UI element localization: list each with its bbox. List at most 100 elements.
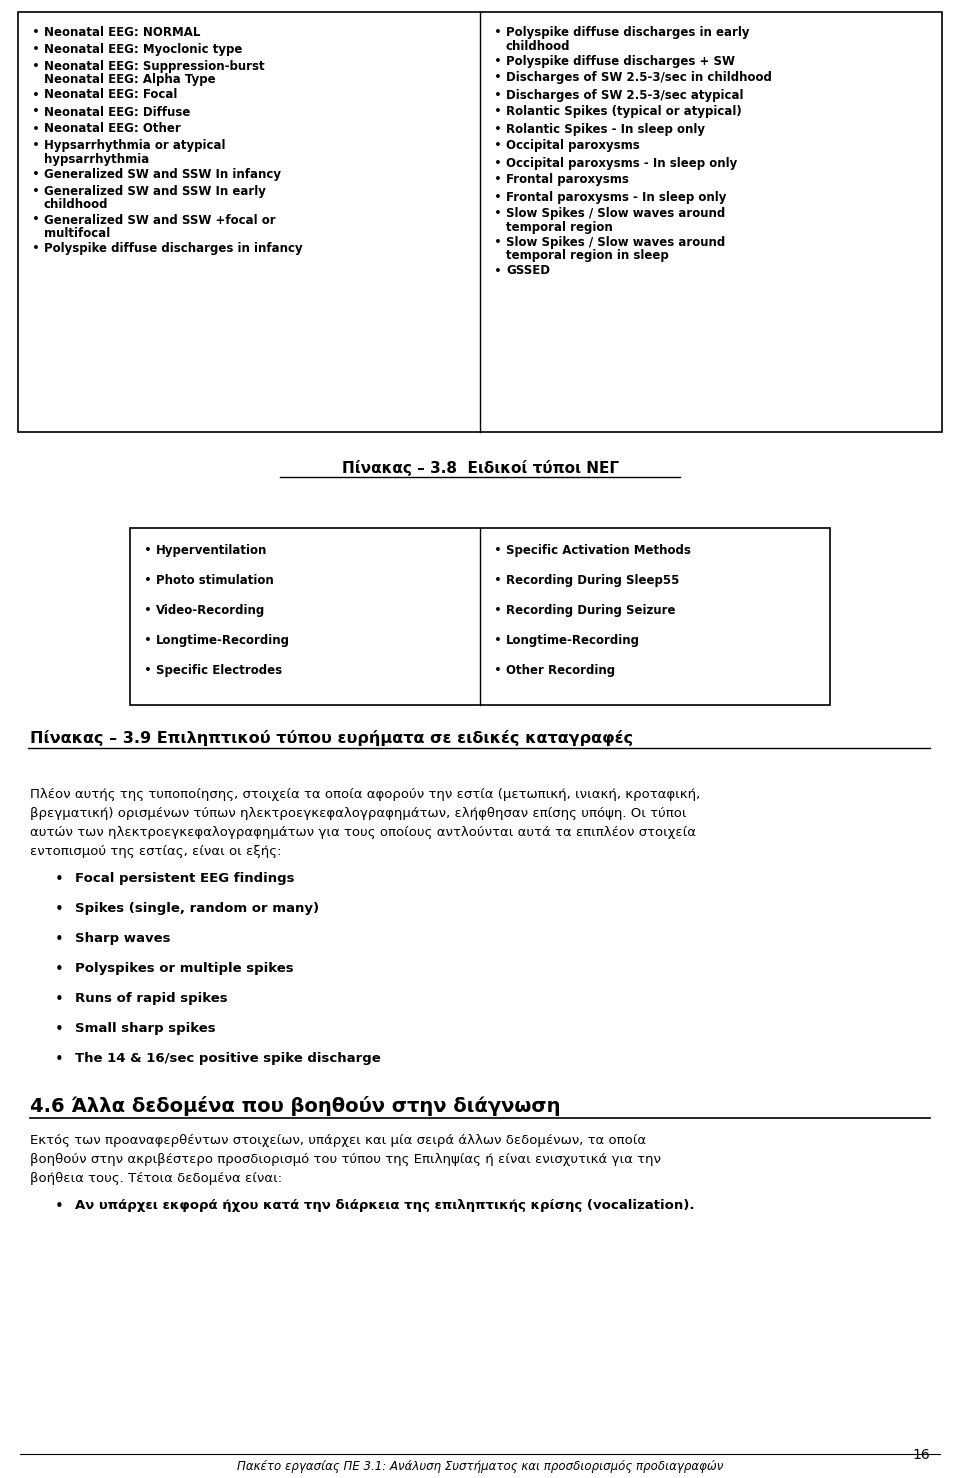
Text: Longtime-Recording: Longtime-Recording: [506, 634, 640, 647]
Text: Small sharp spikes: Small sharp spikes: [75, 1021, 216, 1035]
Text: Πλέον αυτής της τυποποίησης, στοιχεία τα οποία αφορούν την εστία (μετωπική, ινια: Πλέον αυτής της τυποποίησης, στοιχεία τα…: [30, 788, 700, 801]
Text: •: •: [144, 573, 152, 587]
Text: Rolantic Spikes (typical or atypical): Rolantic Spikes (typical or atypical): [506, 105, 742, 118]
Text: Focal persistent EEG findings: Focal persistent EEG findings: [75, 872, 295, 885]
Text: •: •: [494, 157, 502, 170]
Text: •: •: [494, 265, 502, 278]
Text: childhood: childhood: [44, 198, 108, 211]
Text: Hyperventilation: Hyperventilation: [156, 544, 268, 557]
Text: •: •: [494, 544, 502, 557]
Text: Specific Activation Methods: Specific Activation Methods: [506, 544, 691, 557]
Text: Longtime-Recording: Longtime-Recording: [156, 634, 290, 647]
Text: •: •: [494, 105, 502, 118]
Text: εντοπισμού της εστίας, είναι οι εξής:: εντοπισμού της εστίας, είναι οι εξής:: [30, 845, 281, 859]
Bar: [130, 528, 830, 705]
Text: Πίνακας – 3.9 Επιληπτικού τύπου ευρήματα σε ειδικές καταγραφές: Πίνακας – 3.9 Επιληπτικού τύπου ευρήματα…: [30, 730, 634, 746]
Text: •: •: [494, 139, 502, 152]
Text: •: •: [32, 185, 40, 198]
Text: •: •: [494, 173, 502, 186]
Text: GSSED: GSSED: [506, 265, 550, 278]
Text: •: •: [55, 872, 63, 887]
Text: Sharp waves: Sharp waves: [75, 933, 171, 944]
Text: Spikes (single, random or many): Spikes (single, random or many): [75, 902, 319, 915]
Text: •: •: [32, 123, 40, 136]
Text: Discharges of SW 2.5-3/sec atypical: Discharges of SW 2.5-3/sec atypical: [506, 89, 743, 102]
Text: •: •: [144, 664, 152, 677]
Text: Occipital paroxysms: Occipital paroxysms: [506, 139, 639, 152]
Text: Recording During Sleep55: Recording During Sleep55: [506, 573, 680, 587]
Text: temporal region in sleep: temporal region in sleep: [506, 250, 669, 263]
Text: •: •: [32, 139, 40, 152]
Text: •: •: [494, 573, 502, 587]
Text: Photo stimulation: Photo stimulation: [156, 573, 274, 587]
Text: Neonatal EEG: Other: Neonatal EEG: Other: [44, 123, 180, 136]
Text: Generalized SW and SSW +focal or: Generalized SW and SSW +focal or: [44, 213, 276, 226]
Text: Recording During Seizure: Recording During Seizure: [506, 605, 676, 616]
Text: •: •: [55, 902, 63, 916]
Text: •: •: [494, 27, 502, 38]
Text: Specific Electrodes: Specific Electrodes: [156, 664, 282, 677]
Text: βοήθεια τους. Τέτοια δεδομένα είναι:: βοήθεια τους. Τέτοια δεδομένα είναι:: [30, 1172, 282, 1185]
Text: •: •: [494, 55, 502, 68]
Text: Neonatal EEG: Alpha Type: Neonatal EEG: Alpha Type: [44, 74, 216, 87]
Text: •: •: [494, 123, 502, 136]
Text: Frontal paroxysms - In sleep only: Frontal paroxysms - In sleep only: [506, 191, 727, 204]
Text: •: •: [55, 992, 63, 1007]
Text: Runs of rapid spikes: Runs of rapid spikes: [75, 992, 228, 1005]
Text: αυτών των ηλεκτροεγκεφαλογραφημάτων για τους οποίους αντλούνται αυτά τα επιπλέον: αυτών των ηλεκτροεγκεφαλογραφημάτων για …: [30, 826, 696, 840]
Text: •: •: [32, 168, 40, 180]
Text: Polyspike diffuse discharges + SW: Polyspike diffuse discharges + SW: [506, 55, 735, 68]
Text: 4.6 Άλλα δεδομένα που βοηθούν στην διάγνωση: 4.6 Άλλα δεδομένα που βοηθούν στην διάγν…: [30, 1097, 561, 1116]
Text: •: •: [32, 213, 40, 226]
Text: Frontal paroxysms: Frontal paroxysms: [506, 173, 629, 186]
Text: Polyspike diffuse discharges in early: Polyspike diffuse discharges in early: [506, 27, 750, 38]
Text: •: •: [494, 207, 502, 220]
Text: Polyspike diffuse discharges in infancy: Polyspike diffuse discharges in infancy: [44, 242, 302, 256]
Text: Slow Spikes / Slow waves around: Slow Spikes / Slow waves around: [506, 207, 725, 220]
Text: βοηθούν στην ακριβέστερο προσδιορισμό του τύπου της Επιληψίας ή είναι ενισχυτικά: βοηθούν στην ακριβέστερο προσδιορισμό το…: [30, 1153, 661, 1166]
Text: •: •: [144, 544, 152, 557]
Bar: [18, 12, 942, 432]
Text: Neonatal EEG: Diffuse: Neonatal EEG: Diffuse: [44, 105, 190, 118]
Text: •: •: [494, 89, 502, 102]
Text: βρεγματική) ορισμένων τύπων ηλεκτροεγκεφαλογραφημάτων, ελήφθησαν επίσης υπόψη. Ο: βρεγματική) ορισμένων τύπων ηλεκτροεγκεφ…: [30, 807, 686, 820]
Text: Generalized SW and SSW In infancy: Generalized SW and SSW In infancy: [44, 168, 281, 180]
Text: Video-Recording: Video-Recording: [156, 605, 265, 616]
Text: 16: 16: [912, 1448, 930, 1462]
Text: Εκτός των προαναφερθέντων στοιχείων, υπάρχει και μία σειρά άλλων δεδομένων, τα ο: Εκτός των προαναφερθέντων στοιχείων, υπά…: [30, 1134, 646, 1147]
Text: •: •: [494, 236, 502, 248]
Text: •: •: [55, 1052, 63, 1067]
Text: •: •: [494, 664, 502, 677]
Text: Other Recording: Other Recording: [506, 664, 615, 677]
Text: Πακέτο εργασίας ΠΕ 3.1: Ανάλυση Συστήματος και προσδιορισμός προδιαγραφών: Πακέτο εργασίας ΠΕ 3.1: Ανάλυση Συστήματ…: [237, 1460, 723, 1474]
Text: •: •: [32, 105, 40, 118]
Text: •: •: [55, 933, 63, 947]
Text: •: •: [32, 89, 40, 102]
Text: •: •: [144, 634, 152, 647]
Text: Generalized SW and SSW In early: Generalized SW and SSW In early: [44, 185, 266, 198]
Text: Πίνακας – 3.8  Ειδικοί τύποι ΝΕΓ: Πίνακας – 3.8 Ειδικοί τύποι ΝΕΓ: [342, 460, 618, 476]
Text: •: •: [494, 605, 502, 616]
Text: Rolantic Spikes - In sleep only: Rolantic Spikes - In sleep only: [506, 123, 705, 136]
Text: Occipital paroxysms - In sleep only: Occipital paroxysms - In sleep only: [506, 157, 737, 170]
Text: •: •: [494, 71, 502, 84]
Text: Hypsarrhythmia or atypical: Hypsarrhythmia or atypical: [44, 139, 226, 152]
Text: •: •: [55, 1021, 63, 1038]
Text: Slow Spikes / Slow waves around: Slow Spikes / Slow waves around: [506, 236, 725, 248]
Text: Neonatal EEG: NORMAL: Neonatal EEG: NORMAL: [44, 27, 201, 38]
Text: •: •: [144, 605, 152, 616]
Text: hypsarrhythmia: hypsarrhythmia: [44, 154, 149, 166]
Text: •: •: [494, 191, 502, 204]
Text: •: •: [32, 27, 40, 38]
Text: Neonatal EEG: Focal: Neonatal EEG: Focal: [44, 89, 178, 102]
Text: temporal region: temporal region: [506, 222, 612, 234]
Text: multifocal: multifocal: [44, 228, 110, 239]
Text: •: •: [494, 634, 502, 647]
Text: •: •: [32, 43, 40, 56]
Text: childhood: childhood: [506, 40, 570, 53]
Text: Αν υπάρχει εκφορά ήχου κατά την διάρκεια της επιληπτικής κρίσης (vocalization).: Αν υπάρχει εκφορά ήχου κατά την διάρκεια…: [75, 1199, 694, 1212]
Text: Neonatal EEG: Suppression-burst: Neonatal EEG: Suppression-burst: [44, 61, 265, 72]
Text: •: •: [32, 61, 40, 72]
Text: The 14 & 16/sec positive spike discharge: The 14 & 16/sec positive spike discharge: [75, 1052, 381, 1066]
Text: Discharges of SW 2.5-3/sec in childhood: Discharges of SW 2.5-3/sec in childhood: [506, 71, 772, 84]
